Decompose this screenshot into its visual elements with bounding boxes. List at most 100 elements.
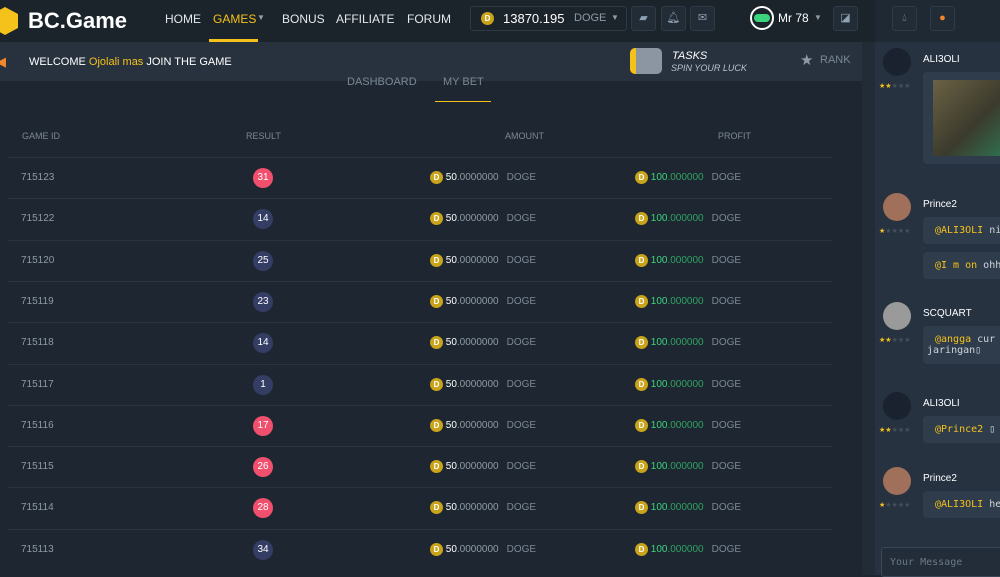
profit-int: 100: [650, 419, 668, 431]
chat-username[interactable]: SCQUART: [923, 308, 972, 319]
tasks-title[interactable]: TASKS: [672, 50, 708, 62]
table-row[interactable]: 715122 14 D 50.0000000 DOGE D 100.000000 D…: [8, 198, 832, 239]
vip-avatar[interactable]: [750, 6, 774, 30]
active-tab-indicator: [435, 101, 491, 102]
profit-dec: .000000: [667, 254, 704, 266]
profit-dec: .000000: [667, 295, 704, 307]
rank-stars: ★★★★★: [879, 83, 911, 90]
amount: D 50.0000000 DOGE: [430, 418, 537, 432]
mention[interactable]: @ALI3OLI: [935, 499, 984, 510]
game-id[interactable]: 715117: [21, 378, 54, 390]
nav-games[interactable]: GAMES: [213, 12, 257, 26]
chat-username[interactable]: Prince2: [923, 199, 957, 210]
treasure-chest-icon[interactable]: [630, 48, 662, 74]
nav-forum[interactable]: FORUM: [407, 12, 451, 26]
megaphone-icon: ◀: [0, 54, 6, 69]
profit-int: 100: [650, 254, 668, 266]
user-avatar[interactable]: [883, 193, 911, 221]
game-id[interactable]: 715118: [21, 337, 54, 349]
chat-toggle-icon[interactable]: ◪: [833, 6, 858, 31]
doge-coin-icon: D: [430, 171, 443, 184]
doge-coin-icon: D: [635, 377, 648, 391]
chat-image-bubble[interactable]: [923, 72, 1000, 164]
chat-username[interactable]: Prince2: [923, 473, 957, 484]
amount: D 50.0000000 DOGE: [430, 294, 536, 308]
nav-home[interactable]: HOME: [165, 12, 201, 26]
game-id[interactable]: 715123: [21, 172, 55, 183]
chat-bubble: @Prince2 ▯: [923, 416, 1000, 443]
mention[interactable]: @angga: [935, 334, 972, 345]
profit-int: 100: [650, 502, 668, 514]
wallet-icon[interactable]: ▰: [631, 6, 656, 31]
col-game-id: GAME ID: [22, 131, 61, 141]
table-row[interactable]: 715113 34 D 50.0000000 DOGE D 100.000000 D…: [8, 528, 832, 570]
top-header: BC.Game HOME GAMES ▼ BONUS AFFILIATE FOR…: [0, 0, 875, 42]
result-badge: 23: [253, 291, 273, 312]
table-row[interactable]: 715119 23 D 50.0000000 DOGE D 100.000000 D…: [8, 280, 832, 322]
table-row[interactable]: 715117 1 D 50.0000000 DOGE D 100.000000 DO…: [8, 363, 832, 405]
profit: D 100.000000 DOGE: [635, 212, 741, 226]
amount-dec: .0000000: [456, 172, 499, 183]
mention[interactable]: @Prince2: [935, 424, 984, 435]
amount-int: 50: [445, 337, 457, 349]
welcome-prefix: WELCOME: [29, 56, 86, 68]
game-id[interactable]: 715114: [21, 502, 54, 514]
game-id[interactable]: 715116: [21, 419, 54, 431]
chat-bubble: @angga cur jaringan▯: [923, 326, 1000, 364]
chevron-down-icon[interactable]: ▼: [257, 13, 265, 22]
star-icon[interactable]: ★: [800, 52, 814, 69]
wallet-selector[interactable]: D 13870.195 DOGE ▼: [470, 6, 627, 31]
brand-name[interactable]: BC.Game: [28, 8, 128, 33]
chat-message-input[interactable]: Your Message: [881, 547, 1000, 577]
game-id[interactable]: 715115: [21, 461, 54, 473]
mail-icon[interactable]: ✉: [690, 6, 715, 31]
game-id[interactable]: 715113: [21, 543, 54, 555]
user-avatar[interactable]: [883, 467, 911, 495]
game-id[interactable]: 715120: [21, 254, 55, 266]
nav-bonus[interactable]: BONUS: [282, 12, 325, 26]
user-name[interactable]: Mr 78: [778, 11, 809, 25]
doge-coin-icon: D: [635, 336, 648, 350]
game-id[interactable]: 715122: [21, 213, 55, 225]
nav-affiliate[interactable]: AFFILIATE: [336, 12, 395, 26]
profit-int: 100: [650, 213, 668, 225]
table-row[interactable]: 715118 14 D 50.0000000 DOGE D 100.000000 D…: [8, 322, 832, 363]
mention[interactable]: @ALI3OLI: [935, 225, 984, 236]
chat-message: Prince2 ★★★★★ @ALI3OLI he: [879, 467, 1000, 518]
table-row[interactable]: 715115 26 D 50.0000000 DOGE D 100.000000 D…: [8, 446, 832, 487]
mention[interactable]: @I m on: [935, 260, 978, 271]
profit: D 100.000000 DOGE: [635, 294, 742, 308]
user-avatar[interactable]: [883, 48, 911, 76]
amount-int: 50: [445, 378, 457, 390]
table-row[interactable]: 715120 25 D 50.0000000 DOGE D 100.000000 D…: [8, 239, 832, 281]
rain-icon[interactable]: 💧︎: [892, 6, 917, 31]
chat-username[interactable]: ALI3OLI: [923, 398, 960, 409]
fire-coin-icon[interactable]: ●: [930, 6, 955, 31]
profit-unit: DOGE: [711, 172, 742, 183]
amount-unit: DOGE: [506, 419, 537, 431]
welcome-suffix: JOIN THE GAME: [146, 56, 232, 68]
table-row[interactable]: 715116 17 D 50.0000000 DOGE D 100.000000 D…: [8, 404, 832, 446]
bell-icon[interactable]: 🔔︎: [661, 6, 686, 31]
tab-dashboard[interactable]: DASHBOARD: [347, 76, 417, 88]
logo-icon[interactable]: [0, 7, 18, 35]
tab-my-bet[interactable]: MY BET: [443, 76, 484, 88]
result-badge: 14: [253, 209, 273, 230]
chat-username[interactable]: ALI3OLI: [923, 54, 960, 65]
chevron-down-icon[interactable]: ▼: [814, 13, 822, 22]
profit-unit: DOGE: [711, 295, 742, 307]
doge-coin-icon: D: [430, 294, 443, 308]
user-avatar[interactable]: [883, 302, 911, 330]
rank-link[interactable]: RANK: [820, 54, 851, 66]
result-badge: 26: [253, 457, 273, 478]
doge-coin-icon: D: [635, 253, 648, 267]
user-avatar[interactable]: [883, 392, 911, 420]
profit-dec: .000000: [667, 378, 704, 390]
welcome-text: WELCOME Ojolali mas JOIN THE GAME: [29, 56, 232, 68]
doge-coin-icon: D: [430, 542, 443, 556]
chat-message: ALI3OLI ★★★★★: [879, 48, 1000, 164]
chat-image[interactable]: [933, 80, 1000, 156]
table-row[interactable]: 715123 31 D 50.0000000 DOGE D 100.000000 D…: [8, 157, 832, 198]
table-row[interactable]: 715114 28 D 50.0000000 DOGE D 100.000000 D…: [8, 487, 832, 528]
game-id[interactable]: 715119: [21, 295, 54, 307]
